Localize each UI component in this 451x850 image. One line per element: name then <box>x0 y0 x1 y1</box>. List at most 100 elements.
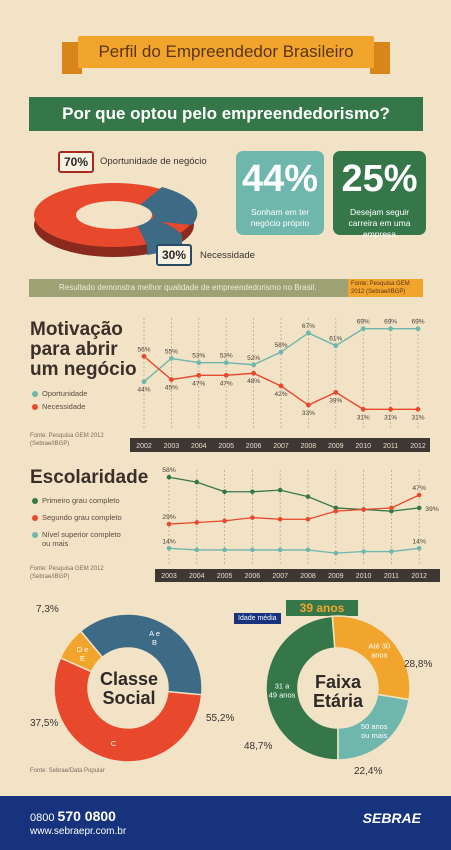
opportunity-pct: 70% <box>58 151 95 173</box>
data-label-bottom: 31% <box>384 414 397 421</box>
x-tick-label: 2007 <box>272 573 288 580</box>
classe-pct-c: 55,2% <box>206 713 235 724</box>
data-point <box>223 372 229 378</box>
data-point <box>169 356 174 361</box>
data-point <box>333 343 339 349</box>
legend-label: Primeiro grau completo <box>42 496 120 505</box>
data-label: 47% <box>412 485 426 492</box>
x-tick-label: 2004 <box>189 573 205 580</box>
faixa-pct-ate30: 28,8% <box>404 659 433 670</box>
title-line: Motivação <box>30 319 123 340</box>
data-label: 14% <box>162 538 176 545</box>
series-line-0 <box>168 476 420 512</box>
age-badge: 39 anos <box>286 600 358 616</box>
data-point <box>333 508 339 514</box>
data-point <box>415 406 421 412</box>
data-point <box>415 326 421 332</box>
stat-value: 25% <box>341 158 418 200</box>
result-strip: Resultado demonstra melhor qualidade de … <box>29 279 423 297</box>
stat-text: Desejam seguir carreira em uma empresa <box>348 207 411 239</box>
opportunity-label: Oportunidade de negócio <box>100 156 207 167</box>
classe-pct-de: 7,3% <box>36 604 59 615</box>
slice-label: 50 anos <box>361 722 388 731</box>
legend-superior-2: ou mais <box>42 539 69 548</box>
x-tick-label: 2003 <box>164 443 180 450</box>
x-axis-bar <box>155 569 440 582</box>
x-tick-label: 2012 <box>411 573 427 580</box>
slice-label: Até 30 <box>368 642 390 651</box>
data-point <box>196 372 202 378</box>
data-point <box>250 515 255 520</box>
footer: 0800 570 0800 www.sebraepr.com.br SEBRAE <box>0 796 451 850</box>
data-point <box>306 402 311 408</box>
data-point <box>389 505 394 511</box>
data-label-top: 56% <box>137 346 150 353</box>
data-label: 14% <box>412 538 426 545</box>
slice-0 <box>265 615 339 761</box>
data-point <box>194 520 200 525</box>
data-point <box>388 326 393 332</box>
legend-label: Segundo grau completo <box>42 513 122 522</box>
legend-label: Necessidade <box>42 402 86 411</box>
data-point <box>278 383 284 389</box>
x-tick-label: 2009 <box>328 443 344 450</box>
data-point <box>194 547 200 553</box>
escolaridade-source: Fonte: Pesquisa GEM 2012 (Sebrae/IBGP) <box>30 565 104 581</box>
data-label-top: 61% <box>329 336 342 343</box>
series-line-2 <box>168 547 420 554</box>
data-point <box>222 489 227 495</box>
data-label-top: 58% <box>274 342 287 349</box>
data-label-bottom: 44% <box>137 387 150 394</box>
data-point <box>305 547 311 553</box>
faixa-pct-50: 22,4% <box>354 766 383 777</box>
slice-label: anos <box>371 651 388 660</box>
data-point <box>305 494 311 499</box>
x-tick-label: 2006 <box>246 443 262 450</box>
slice-label: 31 a <box>275 682 290 691</box>
data-point <box>333 505 339 511</box>
data-point <box>361 549 366 554</box>
data-label: 58% <box>162 467 176 474</box>
data-label-bottom: 31% <box>357 414 370 421</box>
faixa-pct-31-49: 48,7% <box>244 741 273 752</box>
data-label-top: 52% <box>247 355 260 362</box>
x-tick-label: 2010 <box>356 573 372 580</box>
center-line: Etária <box>312 691 364 711</box>
data-label-bottom: 31% <box>411 414 424 421</box>
data-point <box>166 546 172 551</box>
legend-superior: Nível superior completo <box>32 530 121 539</box>
data-label-bottom: 42% <box>274 391 287 398</box>
data-point <box>416 546 422 551</box>
data-point <box>361 507 366 512</box>
phone[interactable]: 0800 570 0800 <box>30 808 116 824</box>
data-point <box>222 518 227 524</box>
data-label-top: 69% <box>411 319 424 326</box>
slice-2 <box>53 656 203 763</box>
x-tick-label: 2011 <box>384 573 399 580</box>
x-axis-bar <box>130 438 430 452</box>
site-link[interactable]: www.sebraepr.com.br <box>30 826 127 837</box>
data-point <box>278 349 284 355</box>
slice-1 <box>79 613 203 696</box>
slice-label: ou mais <box>361 731 388 740</box>
necessity-label: Necessidade <box>200 250 255 261</box>
data-point <box>251 370 256 376</box>
classe-center: Classe Social <box>94 670 164 708</box>
slice-1 <box>331 615 411 701</box>
x-tick-label: 2008 <box>300 573 316 580</box>
data-point <box>222 547 227 553</box>
data-label-bottom: 39% <box>329 397 342 404</box>
data-label-top: 53% <box>220 353 233 360</box>
legend-segundo: Segundo grau completo <box>32 513 122 522</box>
data-label-top: 69% <box>357 319 370 326</box>
legend-primeiro: Primeiro grau completo <box>32 496 120 505</box>
center-line: Faixa <box>314 672 362 692</box>
source-line: Fonte: Pesquisa GEM 2012 <box>30 433 104 439</box>
data-label: 39% <box>425 506 439 513</box>
age-badge-label: Idade média <box>234 613 281 624</box>
data-point <box>169 377 174 382</box>
strip-text: Resultado demonstra melhor qualidade de … <box>59 283 317 292</box>
slice-label: B <box>152 638 157 647</box>
x-tick-label: 2005 <box>218 443 234 450</box>
